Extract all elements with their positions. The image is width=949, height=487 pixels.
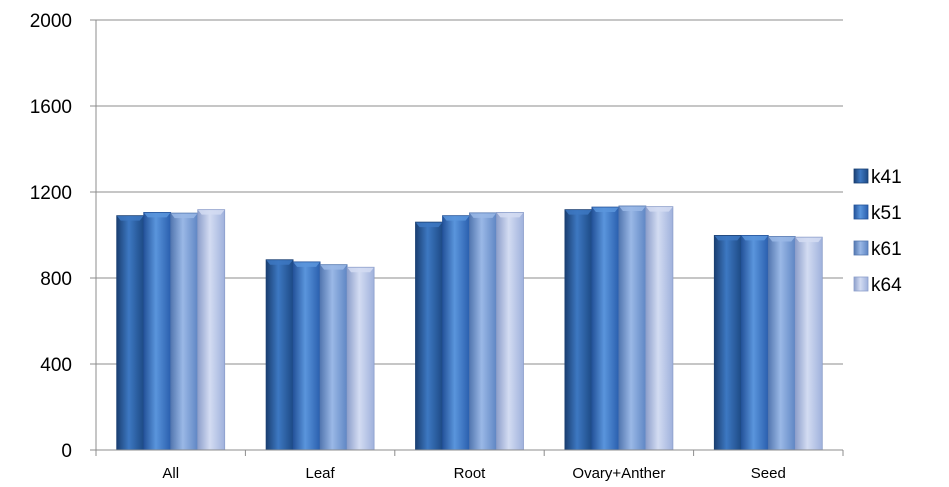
legend-label: k51 bbox=[871, 203, 902, 224]
bar-k61-ovary-anther bbox=[618, 205, 647, 451]
x-category-label: Leaf bbox=[305, 465, 335, 482]
bar bbox=[266, 259, 294, 450]
bar-k51-all bbox=[143, 212, 172, 451]
legend-item-k61: k61 bbox=[853, 239, 902, 260]
bar bbox=[170, 213, 198, 450]
bar-top-bevel bbox=[197, 209, 225, 215]
bar-k61-leaf bbox=[319, 264, 348, 451]
x-category-label: Seed bbox=[751, 465, 786, 482]
bar-top-bevel bbox=[293, 261, 321, 267]
bar-k51-leaf bbox=[292, 261, 321, 451]
legend-item-k64: k64 bbox=[853, 275, 902, 296]
bar-k61-all bbox=[170, 212, 199, 451]
bar bbox=[293, 261, 321, 450]
bar-top-bevel bbox=[795, 237, 823, 243]
bar-top-bevel bbox=[320, 264, 348, 270]
bar bbox=[469, 212, 497, 450]
bar bbox=[442, 215, 470, 450]
bar-k41-leaf bbox=[265, 259, 294, 451]
bar-top-bevel bbox=[143, 212, 171, 218]
bar-top-bevel bbox=[266, 259, 294, 265]
legend-swatch bbox=[853, 276, 869, 292]
bar bbox=[618, 205, 646, 450]
bar-k51-ovary-anther bbox=[591, 206, 620, 451]
bar-top-bevel bbox=[469, 212, 497, 218]
bar bbox=[795, 237, 823, 450]
bar-k61-seed bbox=[767, 236, 796, 451]
bar bbox=[116, 215, 144, 450]
legend-label: k61 bbox=[871, 239, 902, 260]
bar-k64-seed bbox=[794, 236, 823, 451]
bar bbox=[768, 236, 796, 450]
legend: k41 k51 k61 k64 bbox=[853, 167, 902, 296]
axes bbox=[90, 19, 844, 456]
bar-k64-root bbox=[496, 212, 524, 451]
bar bbox=[741, 235, 769, 450]
bar-top-bevel bbox=[714, 235, 742, 241]
y-tick-label: 400 bbox=[40, 355, 72, 376]
bar-top-bevel bbox=[618, 205, 646, 211]
y-tick-label: 0 bbox=[61, 441, 72, 462]
bar-top-bevel bbox=[415, 222, 443, 228]
bar bbox=[591, 207, 619, 450]
bar bbox=[415, 222, 443, 450]
bar bbox=[645, 206, 673, 450]
y-tick-label: 1200 bbox=[30, 183, 72, 204]
bar-k64-leaf bbox=[346, 266, 375, 451]
bar bbox=[320, 264, 348, 450]
bar bbox=[347, 267, 375, 450]
x-category-label: Root bbox=[454, 465, 487, 482]
legend-label: k64 bbox=[871, 275, 902, 296]
bars bbox=[116, 205, 823, 451]
legend-swatch bbox=[853, 240, 869, 256]
legend-label: k41 bbox=[871, 167, 902, 188]
x-category-label: Ovary+Anther bbox=[572, 465, 665, 482]
bar-top-bevel bbox=[347, 267, 375, 273]
x-axis-labels: All Leaf Root Ovary+Anther Seed bbox=[162, 465, 785, 482]
bar bbox=[496, 212, 524, 450]
bar-k51-seed bbox=[740, 235, 769, 451]
bar-k41-root bbox=[415, 221, 443, 451]
bar-k41-all bbox=[116, 215, 145, 451]
bar-top-bevel bbox=[442, 215, 470, 221]
bar-top-bevel bbox=[645, 206, 673, 212]
bar-k64-ovary-anther bbox=[645, 206, 674, 451]
bar-k64-all bbox=[197, 209, 226, 451]
y-tick-label: 2000 bbox=[30, 11, 72, 32]
bar bbox=[197, 209, 225, 450]
bar-top-bevel bbox=[170, 213, 198, 219]
legend-swatch bbox=[853, 168, 869, 184]
y-tick-label: 1600 bbox=[30, 97, 72, 118]
bar-k41-seed bbox=[713, 235, 742, 451]
bar-k61-root bbox=[469, 212, 497, 451]
y-tick-label: 800 bbox=[40, 269, 72, 290]
bar-top-bevel bbox=[591, 207, 619, 213]
legend-item-k41: k41 bbox=[853, 167, 902, 188]
legend-swatch bbox=[853, 204, 869, 220]
bar-top-bevel bbox=[116, 215, 144, 221]
bar-top-bevel bbox=[741, 235, 769, 241]
bar-k51-root bbox=[442, 215, 470, 451]
bar bbox=[714, 235, 742, 450]
x-category-label: All bbox=[162, 465, 179, 482]
legend-item-k51: k51 bbox=[853, 203, 902, 224]
bar-top-bevel bbox=[768, 236, 796, 242]
bar bbox=[143, 212, 171, 450]
bar-k41-ovary-anther bbox=[564, 209, 593, 451]
bar-top-bevel bbox=[496, 212, 524, 218]
y-axis-ticks: 0 400 800 1200 1600 2000 bbox=[30, 11, 72, 462]
bar bbox=[564, 209, 592, 450]
bar-top-bevel bbox=[564, 209, 592, 215]
